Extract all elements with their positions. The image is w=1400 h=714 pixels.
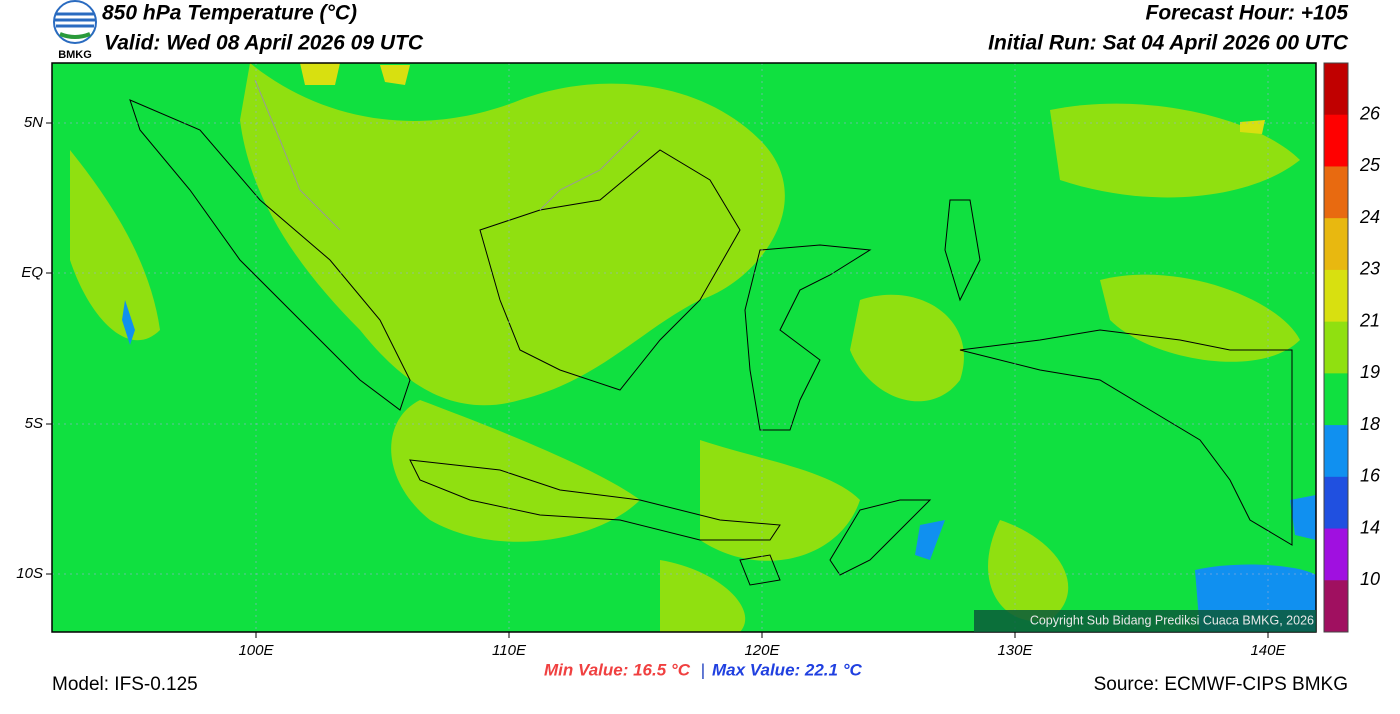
colorbar-frame [1323,62,1349,633]
lon-label: 130E [997,642,1033,659]
map: Copyright Sub Bidang Prediksi Cuaca BMKG… [46,62,1317,638]
copyright: Copyright Sub Bidang Prediksi Cuaca BMKG… [1030,613,1314,627]
java [409,459,781,541]
halmahera [944,199,981,302]
colorbar-segment [1324,528,1348,581]
warm-region [988,520,1069,622]
new-guinea [959,329,1293,546]
lon-label: 110E [492,642,527,659]
coastlines [129,79,1293,586]
colorbar-segment [1324,63,1348,116]
logo-stripes [55,12,95,28]
colorbar: 26 25 24 23 21 19 18 16 14 10 [1323,62,1381,633]
cool-patch [1290,495,1316,540]
colorbar-label: 26 [1359,103,1381,123]
model: Model: IFS-0.125 [52,674,198,695]
lat-label: 5S [25,415,43,432]
temperature-patches [70,63,1300,632]
warm-patch [300,63,340,85]
valid-time: Valid: Wed 08 April 2026 09 UTC [104,32,424,55]
logo-circle [53,0,97,44]
colorbar-label: 19 [1360,362,1380,382]
source: Source: ECMWF-CIPS BMKG [1094,674,1348,695]
warm-region [1050,103,1300,198]
colorbar-label: 14 [1360,517,1380,537]
warm-patch [1240,120,1265,134]
lat-label: 10S [16,565,43,582]
timor [829,499,932,576]
borneo [479,149,741,391]
colorbar-label: 25 [1359,155,1381,175]
copyright-box [974,610,1316,632]
lon-label: 140E [1250,642,1286,659]
separator: | [701,660,705,679]
colorbar-segment [1324,321,1348,374]
lon-label: 120E [744,642,780,659]
colorbar-label: 24 [1359,207,1380,227]
colorbar-label: 21 [1359,310,1380,330]
graticule [46,63,1316,638]
lon-label: 100E [238,642,274,659]
colorbar-segment [1324,476,1348,530]
colorbar-label: 18 [1360,414,1380,434]
colorbar-label: 10 [1360,569,1380,589]
colorbar-segment [1324,269,1348,323]
warm-region [240,63,785,406]
forecast-hour: Forecast Hour: +105 [1146,2,1349,25]
borders [254,79,641,231]
colorbar-label: 23 [1359,259,1380,279]
title: 850 hPa Temperature (°C) [102,2,357,25]
logo-text: BMKG [58,49,92,61]
sumatra [129,99,411,411]
cool-patch [122,300,135,345]
initial-run: Initial Run: Sat 04 April 2026 00 UTC [988,32,1349,55]
warm-region [700,440,860,561]
colorbar-segment [1324,114,1348,167]
map-frame [51,62,1317,633]
cool-patch [915,520,945,560]
warm-region [1100,274,1300,362]
logo-ground [59,32,91,39]
warm-patch [380,65,410,85]
warm-region [391,400,640,542]
lat-label: EQ [21,264,43,281]
sulawesi [744,244,872,431]
min-value: Min Value: 16.5 °C [544,660,691,679]
colorbar-segment [1324,580,1348,633]
max-value: Max Value: 22.1 °C [712,660,863,679]
lat-label: 5N [24,114,43,131]
logo: BMKG [53,0,97,61]
colorbar-label: 16 [1360,466,1381,486]
warm-region [660,560,746,632]
sumba [739,554,781,586]
colorbar-segment [1324,425,1348,478]
warm-region [70,150,160,341]
warm-region [850,294,964,402]
colorbar-segment [1324,218,1348,271]
colorbar-segment [1324,373,1348,426]
colorbar-segment [1324,166,1348,219]
